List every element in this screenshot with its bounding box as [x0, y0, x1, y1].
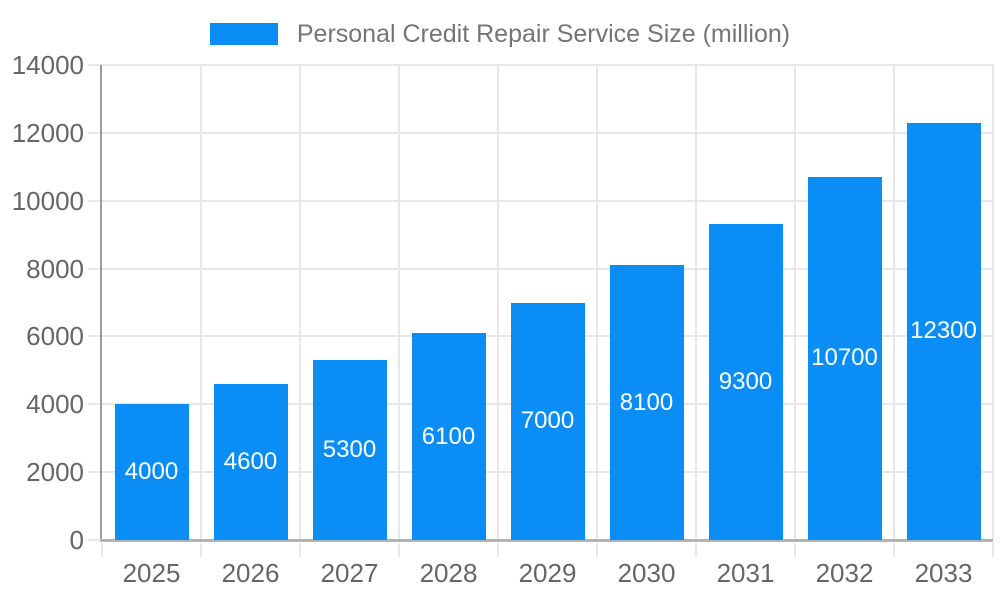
y-tick-label: 12000	[11, 117, 84, 148]
y-gridline	[102, 199, 993, 202]
legend-label: Personal Credit Repair Service Size (mil…	[296, 20, 791, 48]
y-tick-mark	[88, 131, 102, 134]
legend-swatch-icon	[209, 23, 278, 45]
y-tick-mark	[88, 267, 102, 270]
x-gridline	[299, 65, 301, 540]
legend: Personal Credit Repair Service Size (mil…	[0, 20, 1000, 48]
y-tick-label: 14000	[11, 50, 84, 80]
y-tick-mark	[88, 403, 102, 406]
x-gridline	[596, 65, 598, 540]
x-tick-label: 2026	[221, 558, 280, 588]
x-tick-label: 2025	[122, 558, 181, 588]
bar[interactable]	[213, 383, 288, 540]
y-tick-label: 0	[69, 525, 84, 555]
bar-value-label: 4600	[223, 447, 278, 475]
x-tick-label: 2033	[914, 558, 973, 588]
bar[interactable]	[609, 265, 684, 540]
bar[interactable]	[906, 122, 981, 540]
y-tick-label: 10000	[11, 185, 84, 216]
x-tick-mark	[299, 543, 301, 557]
y-gridline	[102, 64, 993, 66]
x-tick-mark	[398, 543, 400, 557]
bar[interactable]	[411, 333, 486, 540]
y-tick-label: 6000	[26, 321, 84, 352]
bar-value-label: 4000	[124, 458, 179, 486]
x-gridline	[992, 65, 994, 540]
bar[interactable]	[708, 224, 783, 540]
bar-value-label: 9300	[718, 368, 773, 396]
x-tick-label: 2028	[419, 558, 478, 588]
bar-value-label: 7000	[520, 407, 575, 435]
bar[interactable]	[312, 360, 387, 540]
y-tick-mark	[88, 335, 102, 338]
y-axis-line	[100, 65, 102, 542]
x-tick-mark	[893, 543, 895, 557]
x-gridline	[695, 65, 697, 540]
bar-value-label: 5300	[322, 436, 377, 464]
bar[interactable]	[510, 302, 585, 540]
bar-value-label: 10700	[811, 344, 878, 372]
x-gridline	[497, 65, 499, 540]
y-tick-label: 8000	[26, 253, 84, 284]
x-tick-label: 2031	[716, 558, 775, 588]
x-gridline	[794, 65, 796, 540]
bar[interactable]	[807, 176, 882, 540]
y-tick-mark	[88, 539, 102, 541]
x-tick-label: 2029	[518, 558, 577, 588]
legend-item[interactable]: Personal Credit Repair Service Size (mil…	[209, 20, 791, 48]
y-gridline	[102, 131, 993, 134]
bar[interactable]	[114, 404, 189, 540]
x-tick-mark	[695, 543, 697, 557]
x-tick-mark	[794, 543, 796, 557]
x-gridline	[200, 65, 202, 540]
x-gridline	[398, 65, 400, 540]
bar-value-label: 12300	[910, 317, 977, 345]
x-tick-label: 2027	[320, 558, 379, 588]
y-tick-label: 2000	[26, 457, 84, 488]
bar-value-label: 6100	[421, 422, 476, 450]
x-axis-line	[100, 539, 993, 542]
x-gridline	[893, 65, 895, 540]
x-tick-mark	[992, 543, 994, 557]
x-tick-label: 2032	[815, 558, 874, 588]
x-tick-mark	[596, 543, 598, 557]
y-tick-label: 4000	[26, 389, 84, 420]
x-tick-mark	[497, 543, 499, 557]
x-tick-mark	[200, 543, 202, 557]
x-tick-mark	[101, 543, 103, 557]
x-tick-label: 2030	[617, 558, 676, 588]
bar-value-label: 8100	[619, 388, 674, 416]
y-gridline	[102, 267, 993, 270]
y-tick-mark	[88, 64, 102, 66]
y-tick-mark	[88, 471, 102, 474]
y-tick-mark	[88, 199, 102, 202]
